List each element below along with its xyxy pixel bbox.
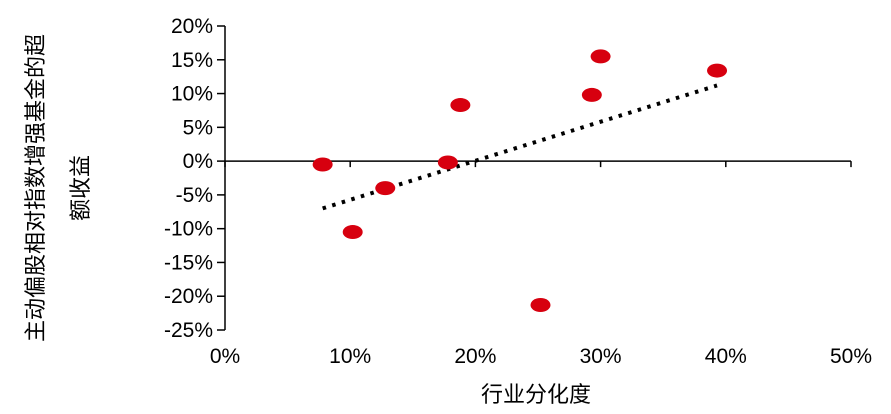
y-axis-ticks: 20% 15% 10% 5% 0% -5% -10% -15% -20% -25% xyxy=(164,15,225,342)
x-tick-label: 10% xyxy=(329,345,371,368)
y-axis-title-line-1: 主动偏股相对指数增强基金的超 xyxy=(24,34,49,342)
x-tick-label: 40% xyxy=(705,345,747,368)
data-point xyxy=(375,181,396,196)
y-tick-label: -5% xyxy=(176,184,213,207)
y-tick-label: 15% xyxy=(171,49,213,72)
data-point xyxy=(590,49,611,64)
y-tick-label: 10% xyxy=(171,83,213,106)
x-axis-ticks: 0% 10% 20% 30% 40% 50% xyxy=(210,161,872,368)
x-tick-label: 30% xyxy=(580,345,622,368)
data-point xyxy=(581,87,602,102)
data-points xyxy=(312,49,728,313)
y-tick-label: 20% xyxy=(171,15,213,38)
y-tick-label: -25% xyxy=(164,319,213,342)
data-point xyxy=(450,98,471,113)
y-tick-label: -20% xyxy=(164,285,213,308)
x-axis-title: 行业分化度 xyxy=(481,383,591,408)
data-point xyxy=(707,63,728,78)
y-tick-label: -10% xyxy=(164,218,213,241)
y-axis-title-line-2: 额收益 xyxy=(69,155,94,221)
data-point xyxy=(530,298,551,313)
y-axis-title: 主动偏股相对指数增强基金的超 额收益 xyxy=(24,34,94,342)
x-tick-label: 0% xyxy=(210,345,240,368)
data-point xyxy=(312,157,333,172)
y-tick-label: -15% xyxy=(164,251,213,274)
x-tick-label: 50% xyxy=(830,345,872,368)
x-tick-label: 20% xyxy=(454,345,496,368)
y-tick-label: 0% xyxy=(183,150,213,173)
y-tick-label: 5% xyxy=(183,116,213,139)
data-point xyxy=(342,225,363,240)
data-point xyxy=(437,155,458,170)
